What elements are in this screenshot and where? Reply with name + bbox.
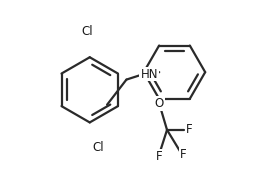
Text: F: F	[180, 148, 186, 161]
Text: F: F	[186, 123, 192, 136]
Text: HN: HN	[140, 67, 158, 81]
Text: F: F	[156, 150, 163, 163]
Text: Cl: Cl	[92, 140, 104, 153]
Text: O: O	[155, 97, 164, 110]
Text: Cl: Cl	[81, 25, 93, 38]
